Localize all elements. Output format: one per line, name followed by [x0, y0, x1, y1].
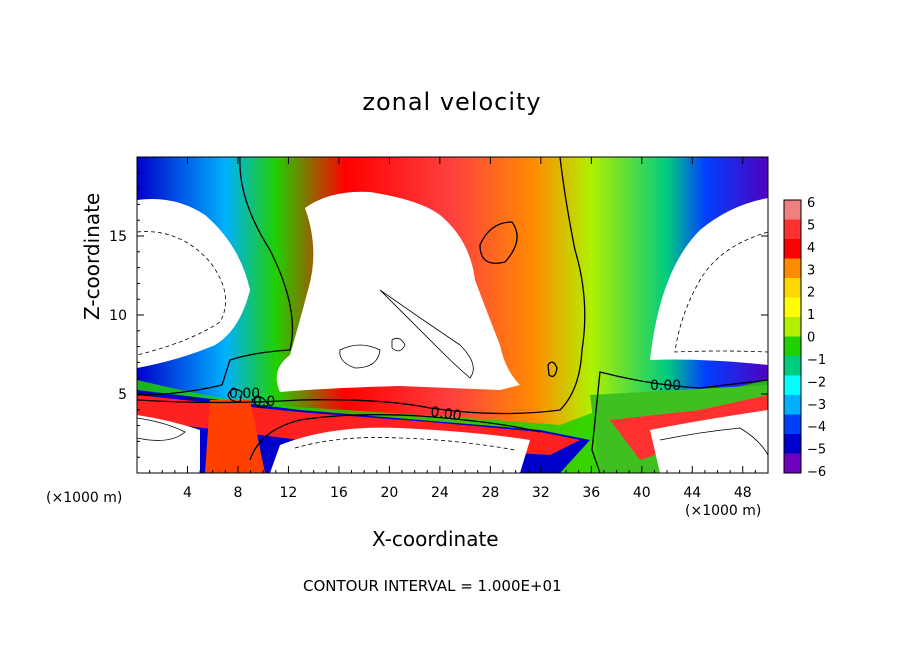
field-center-white — [276, 191, 520, 392]
y-axis-label: Z-coordinate — [80, 192, 104, 320]
colorbar-swatch — [784, 317, 801, 337]
colorbar-frame — [783, 199, 802, 474]
x-axis-label: X-coordinate — [372, 527, 499, 551]
x-tick-label: 40 — [633, 485, 651, 501]
colorbar-tick-label: −1 — [807, 353, 826, 368]
colorbar-tick-label: 5 — [807, 218, 815, 233]
contour-lines — [137, 157, 768, 473]
colorbar-swatch — [784, 375, 801, 396]
colorbar-swatch — [784, 395, 801, 415]
colorbar: 6 5 4 3 2 1 0 −1 −2 −3 −4 −5 −6 — [783, 196, 826, 480]
x-tick-label: 24 — [431, 485, 449, 501]
x-tick-label: 48 — [734, 485, 752, 501]
x-tick-label: 12 — [280, 485, 298, 501]
contour-dashed — [137, 231, 768, 451]
x-tick-label: 44 — [683, 485, 701, 501]
colorbar-swatch — [784, 336, 801, 357]
colorbar-tick-label: 4 — [807, 241, 815, 256]
heatmap-field — [137, 157, 768, 473]
x-tick-label: 16 — [330, 485, 348, 501]
x-tick-label: 36 — [582, 485, 600, 501]
contour-thin — [137, 289, 768, 456]
field-bottom-left-white — [137, 415, 200, 473]
x-tick-label: 8 — [233, 485, 242, 501]
colorbar-tick-label: −2 — [807, 375, 826, 390]
colorbar-swatch — [784, 434, 801, 454]
colorbar-swatch — [784, 258, 801, 279]
field-bottom-center-white — [270, 427, 530, 473]
colorbar-swatch — [784, 239, 801, 259]
x-tick-label: 20 — [380, 485, 398, 501]
colorbar-tick-label: −5 — [807, 443, 826, 458]
colorbar-tick-label: 3 — [807, 263, 815, 278]
field-left-white — [137, 199, 250, 368]
colorbar-swatch — [784, 356, 801, 376]
colorbar-tick-label: −6 — [807, 465, 826, 480]
contour-label: 0.00 — [429, 404, 462, 424]
colorbar-tick-label: −4 — [807, 420, 826, 435]
contour-labels: 0.000.000.000.0 — [229, 378, 681, 424]
colorbar-tick-label: 2 — [807, 286, 815, 301]
x-tick-label: 4 — [183, 485, 192, 501]
field-bottom-right-white — [650, 410, 768, 473]
x-tick-label: 32 — [532, 485, 550, 501]
x-unit-label-right: (×1000 m) — [685, 503, 762, 519]
colorbar-tick-label: −3 — [807, 398, 826, 413]
x-unit-label-left: (×1000 m) — [46, 490, 123, 506]
colorbar-swatch — [784, 453, 801, 474]
y-tick-label: 15 — [109, 229, 127, 245]
contour-label: 0.0 — [253, 394, 275, 410]
contour-label: 0.00 — [229, 386, 260, 402]
y-tick-label: 10 — [109, 308, 127, 324]
colorbar-tick-label: 0 — [807, 331, 815, 346]
colorbar-swatch — [784, 219, 801, 240]
field-right-white — [650, 198, 768, 365]
colorbar-swatch — [784, 414, 801, 435]
colorbar-tick-label: 6 — [807, 196, 815, 211]
contour-label: 0.00 — [650, 378, 681, 394]
colorbar-swatch — [784, 297, 801, 318]
chart-title: zonal velocity — [362, 88, 542, 116]
x-tick-label: 28 — [481, 485, 499, 501]
colorbar-tick-label: 1 — [807, 308, 815, 323]
contour-interval-note: CONTOUR INTERVAL = 1.000E+01 — [303, 577, 562, 595]
colorbar-swatch — [784, 200, 801, 220]
y-tick-label: 5 — [118, 387, 127, 403]
colorbar-swatch — [784, 278, 801, 298]
field-red-column — [205, 400, 265, 473]
